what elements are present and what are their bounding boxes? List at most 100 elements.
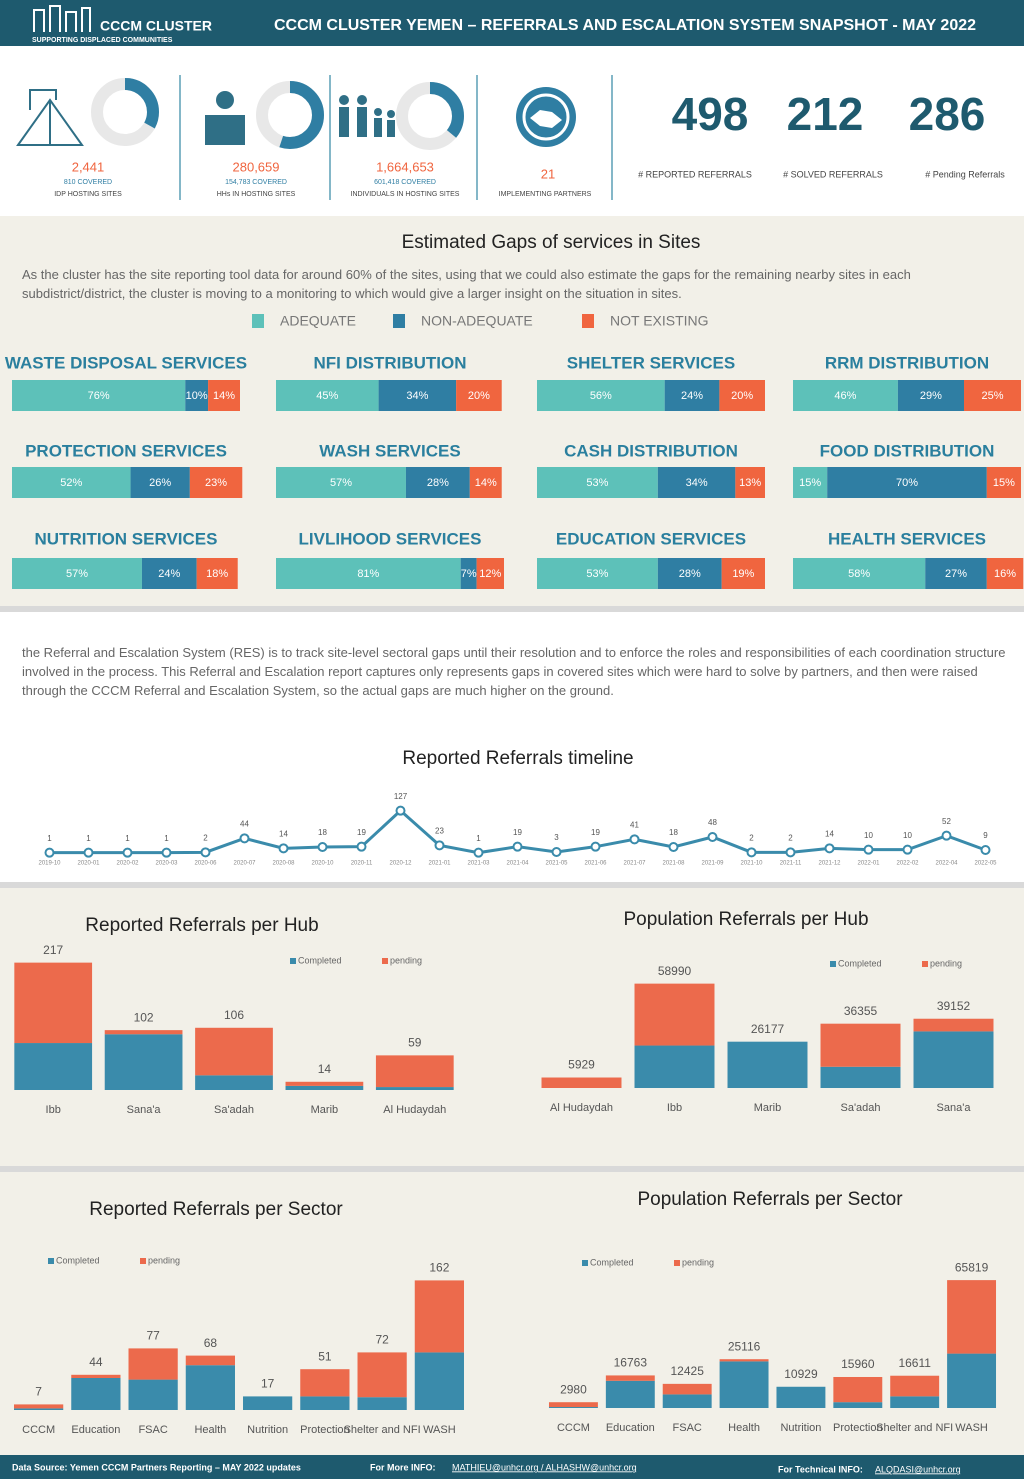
gap-label: 56% bbox=[590, 390, 612, 402]
service-title: HEALTH SERVICES bbox=[828, 529, 986, 548]
gap-label: 58% bbox=[848, 568, 870, 580]
data-label: 2 bbox=[788, 833, 793, 842]
gap-segment bbox=[208, 380, 240, 411]
x-tick-label: 2021-01 bbox=[428, 861, 451, 867]
gap-label: 23% bbox=[205, 477, 227, 489]
gap-label: 14% bbox=[475, 477, 497, 489]
legend-swatch bbox=[48, 1258, 54, 1264]
gap-segment bbox=[276, 558, 461, 589]
service-title: WASH SERVICES bbox=[319, 441, 460, 460]
legend-label: pending bbox=[148, 1255, 180, 1265]
x-tick-label: 2020-12 bbox=[389, 861, 412, 867]
separator bbox=[0, 1166, 1024, 1172]
x-tick-label: Protection bbox=[833, 1422, 883, 1434]
gap-segment bbox=[735, 467, 765, 498]
kpi-value: 21 bbox=[541, 166, 555, 181]
gap-label: 81% bbox=[357, 568, 379, 580]
intro-text: the Referral and Escalation System (RES)… bbox=[22, 645, 1006, 698]
data-label: 2 bbox=[203, 833, 208, 842]
data-label: 9 bbox=[983, 831, 988, 840]
chart-title: Reported Referrals timeline bbox=[402, 748, 633, 769]
handshake-icon bbox=[516, 87, 576, 147]
timeline-point bbox=[161, 847, 172, 858]
footer-more-contact[interactable]: MATHIEU@unhcr.org / ALHASHW@unhcr.org bbox=[452, 1462, 637, 1472]
gap-label: 19% bbox=[732, 568, 754, 580]
gap-label: 20% bbox=[468, 390, 490, 402]
x-tick-label: 2022-02 bbox=[896, 861, 919, 867]
service-title: LIVLIHOOD SERVICES bbox=[299, 529, 482, 548]
x-tick-label: 2020-10 bbox=[311, 861, 334, 867]
service-title: SHELTER SERVICES bbox=[567, 353, 735, 372]
data-label: 19 bbox=[357, 828, 366, 837]
gap-segment bbox=[719, 380, 765, 411]
timeline-point bbox=[317, 842, 328, 852]
gap-label: 20% bbox=[731, 390, 753, 402]
gap-segment bbox=[276, 467, 406, 498]
family-icon bbox=[205, 91, 245, 145]
gap-segment bbox=[12, 380, 186, 411]
bar-segment bbox=[300, 1369, 350, 1397]
data-label: 52 bbox=[942, 817, 951, 826]
total-label: 51 bbox=[318, 1349, 332, 1363]
total-label: 15960 bbox=[841, 1357, 875, 1371]
kpi-detail: 810 COVERED bbox=[64, 179, 112, 186]
gap-segment bbox=[793, 380, 898, 411]
x-tick-label: 2022-04 bbox=[935, 861, 958, 867]
timeline-point bbox=[356, 841, 367, 852]
bar-segment bbox=[833, 1376, 883, 1403]
total-label: 10929 bbox=[784, 1367, 818, 1381]
timeline-point bbox=[278, 843, 289, 854]
gap-label: 27% bbox=[945, 568, 967, 580]
timeline-point bbox=[512, 841, 523, 852]
x-tick-label: CCCM bbox=[22, 1424, 55, 1436]
footer-tech-contact[interactable]: ALQDASI@unhcr.org bbox=[875, 1464, 961, 1474]
timeline-point bbox=[434, 840, 445, 851]
kpi-dividers bbox=[179, 75, 613, 200]
gap-segment bbox=[657, 467, 736, 498]
data-label: 44 bbox=[240, 819, 249, 828]
kpi-detail: 154,783 COVERED bbox=[225, 179, 287, 186]
gap-label: 34% bbox=[406, 390, 428, 402]
x-tick-label: Education bbox=[71, 1424, 120, 1436]
total-label: 59 bbox=[408, 1036, 422, 1050]
gap-segment bbox=[476, 558, 504, 589]
bar-segment bbox=[820, 1066, 901, 1088]
gap-segment bbox=[12, 467, 131, 498]
bar-segment bbox=[719, 1359, 769, 1362]
x-tick-label: Ibb bbox=[667, 1102, 682, 1114]
legend-label: pending bbox=[682, 1257, 714, 1267]
total-label: # SOLVED REFERRALS bbox=[783, 169, 883, 179]
bar-segment bbox=[243, 1396, 293, 1410]
x-tick-label: 2021-09 bbox=[701, 861, 724, 867]
data-label: 10 bbox=[903, 831, 912, 840]
total-value: 498 bbox=[672, 88, 749, 140]
x-tick-label: 2021-11 bbox=[780, 861, 802, 867]
gap-label: 52% bbox=[60, 477, 82, 489]
legend-swatch bbox=[922, 961, 928, 967]
service-title: PROTECTION SERVICES bbox=[25, 441, 227, 460]
service-title: EDUCATION SERVICES bbox=[556, 529, 746, 548]
bar-segment bbox=[719, 1361, 769, 1408]
total-label: 106 bbox=[224, 1008, 244, 1022]
total-label: 25116 bbox=[728, 1339, 761, 1353]
x-tick-label: Al Hudaydah bbox=[383, 1104, 446, 1116]
legend-label: pending bbox=[390, 955, 422, 965]
gaps-note: As the cluster has the site reporting to… bbox=[22, 267, 911, 301]
x-tick-label: Health bbox=[194, 1424, 226, 1436]
total-label: # REPORTED REFERRALS bbox=[638, 169, 752, 179]
bar-segment bbox=[662, 1394, 712, 1408]
service-title: RRM DISTRIBUTION bbox=[825, 353, 989, 372]
bar-segment bbox=[375, 1087, 454, 1090]
timeline-point bbox=[863, 844, 874, 855]
people-icon bbox=[339, 95, 395, 137]
legend-swatch bbox=[674, 1260, 680, 1266]
x-tick-label: Marib bbox=[754, 1102, 782, 1114]
gap-segment bbox=[721, 558, 765, 589]
bar-segment bbox=[947, 1280, 997, 1354]
bar-segment bbox=[14, 1043, 93, 1090]
kpi-label: IDP HOSTING SITES bbox=[54, 191, 122, 198]
footer-bar bbox=[0, 1455, 1024, 1479]
gap-label: 12% bbox=[479, 568, 501, 580]
gap-label: 26% bbox=[149, 477, 171, 489]
bar-segment bbox=[104, 1034, 183, 1090]
